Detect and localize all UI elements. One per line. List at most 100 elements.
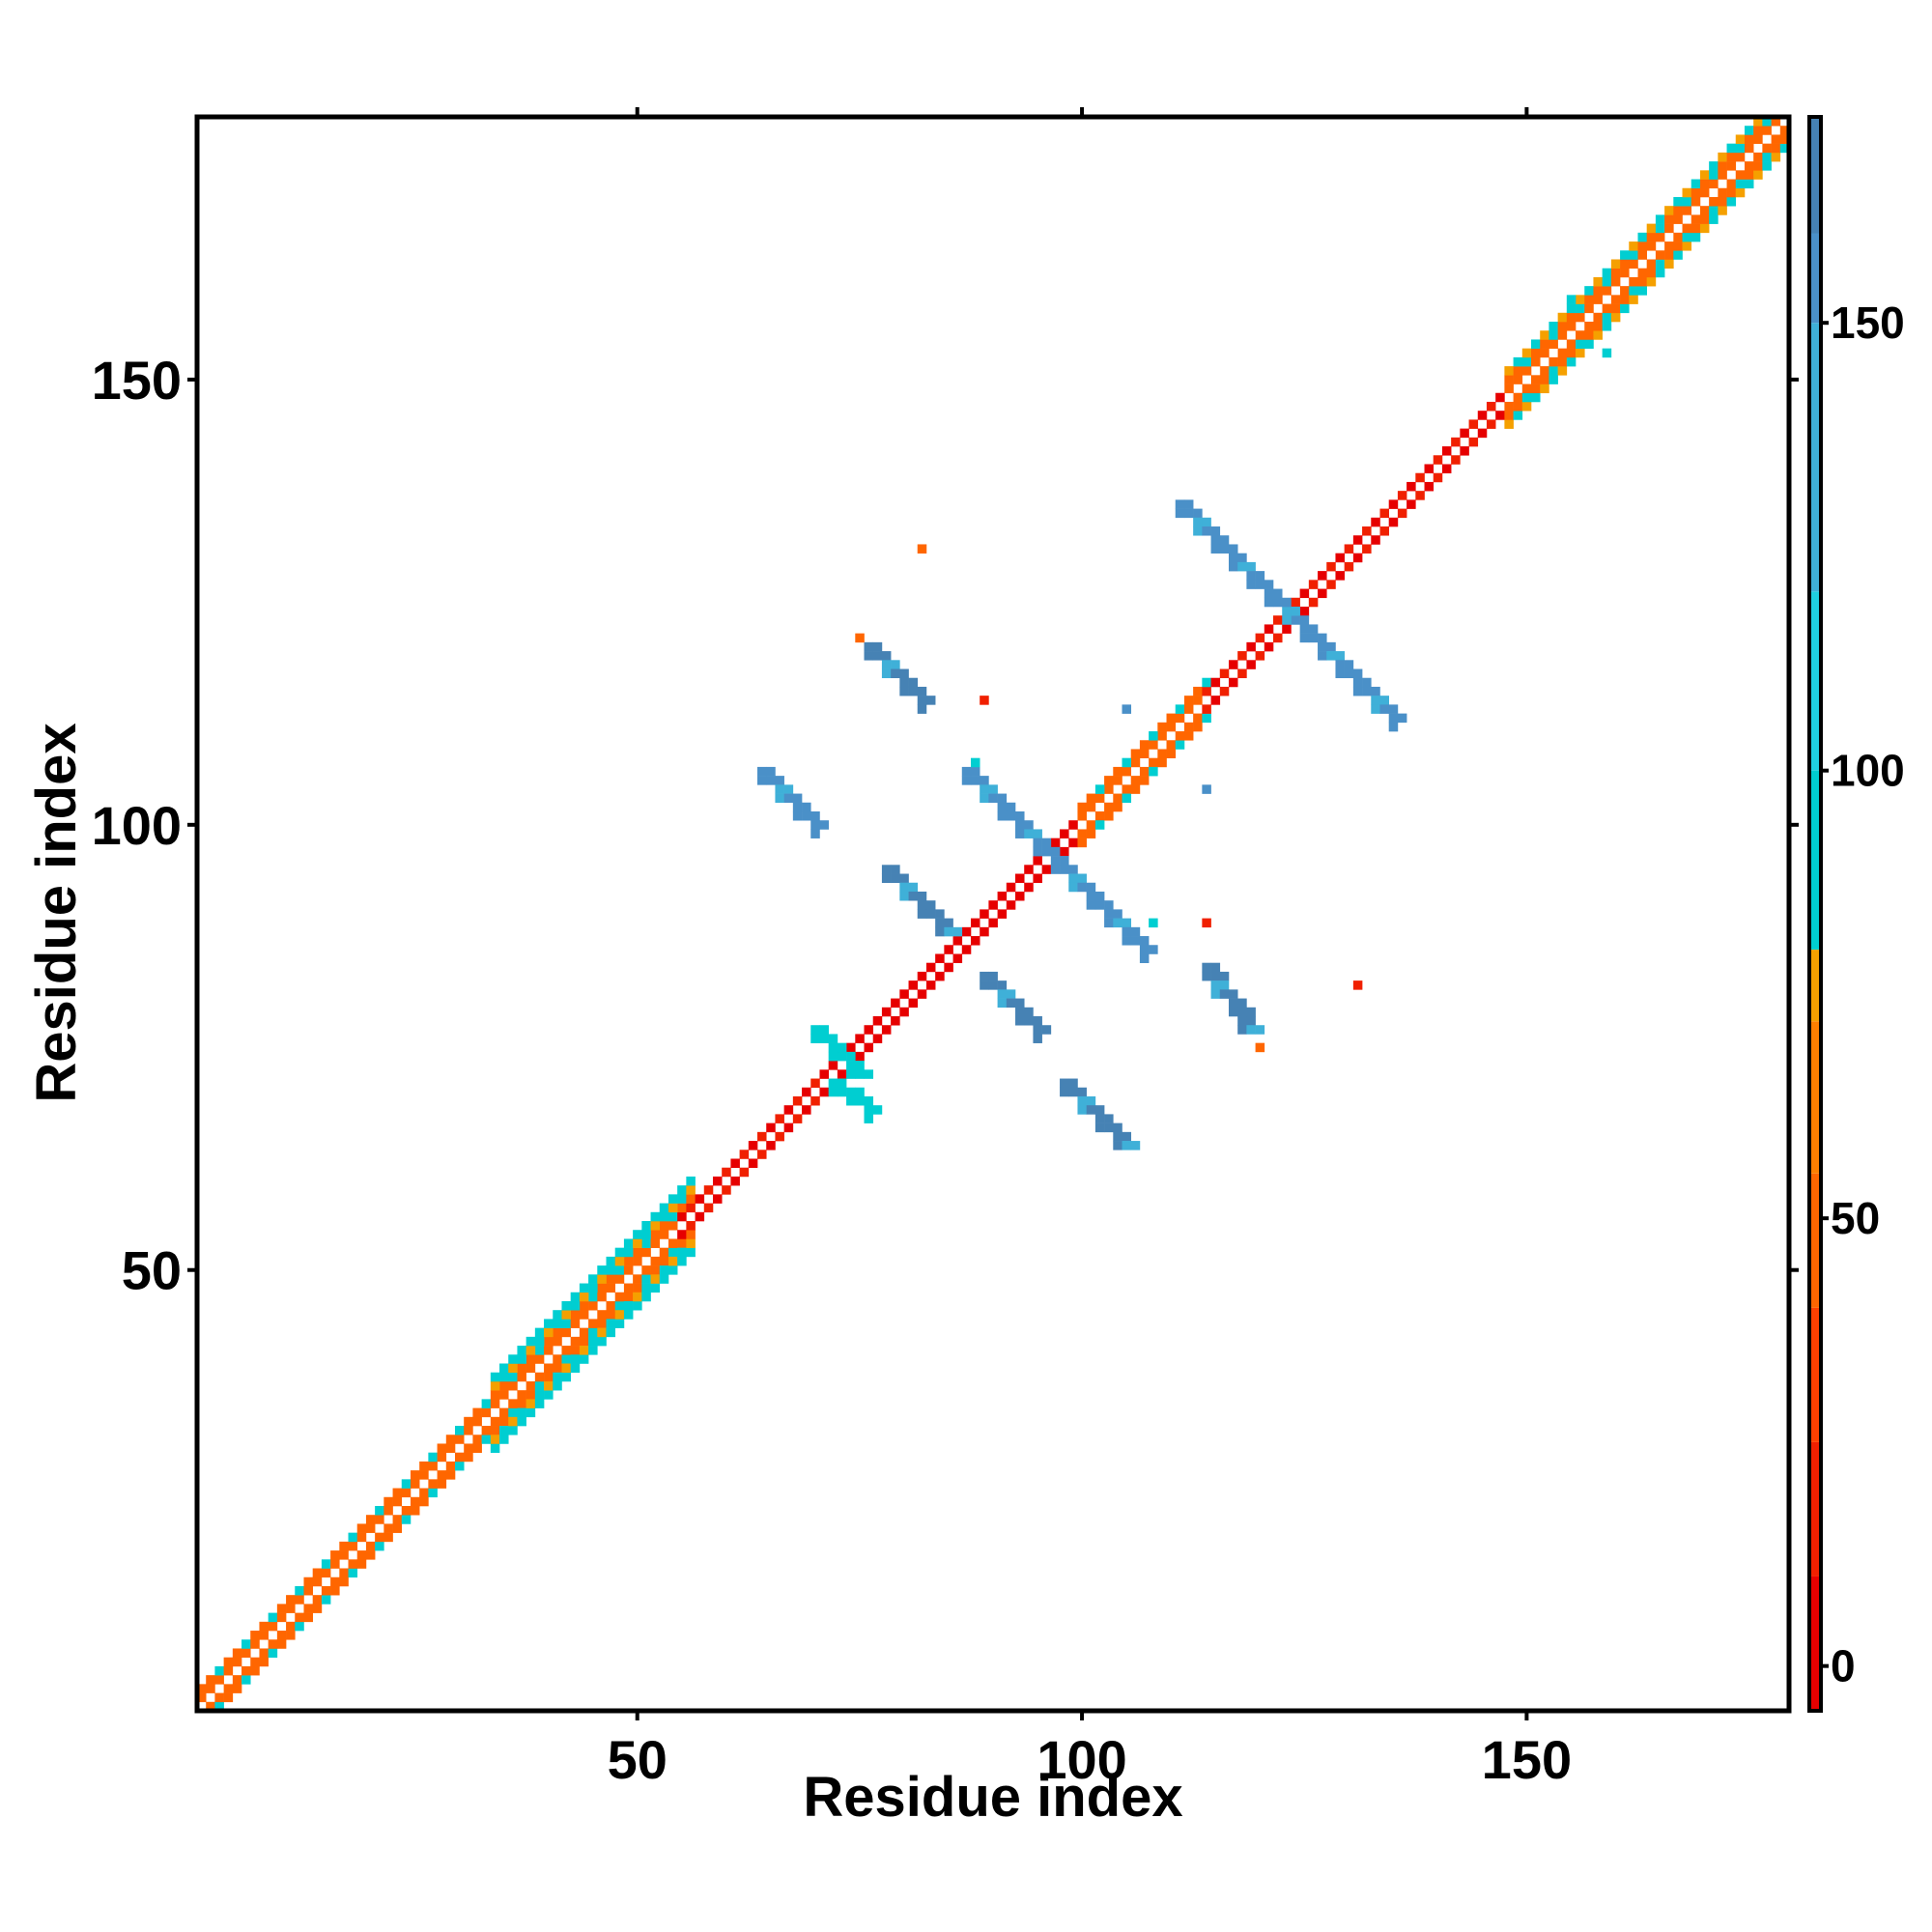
heatmap-cell <box>214 1701 224 1712</box>
heatmap-cell <box>1753 161 1763 171</box>
heatmap-cell <box>1157 722 1167 732</box>
plot-frame <box>194 114 1792 1714</box>
heatmap-cell <box>472 1443 482 1453</box>
heatmap-cell <box>1024 865 1034 874</box>
heatmap-cell <box>1024 829 1034 838</box>
heatmap-cell <box>1183 704 1194 714</box>
heatmap-cell <box>872 1016 883 1026</box>
heatmap-cell <box>1077 810 1087 821</box>
heatmap-cell <box>419 1461 429 1471</box>
heatmap-cell <box>410 1496 420 1507</box>
heatmap-cell <box>1726 187 1737 198</box>
heatmap-cell <box>908 677 919 688</box>
heatmap-cell <box>1094 1105 1105 1115</box>
heatmap-cell <box>1637 286 1647 296</box>
heatmap-cell <box>1513 356 1523 367</box>
heatmap-cell <box>1050 838 1061 848</box>
heatmap-cell <box>588 1336 598 1347</box>
heatmap-cell <box>1690 196 1701 207</box>
heatmap-cell <box>1202 677 1211 688</box>
heatmap-cell <box>846 1069 856 1079</box>
heatmap-cell <box>1709 161 1719 171</box>
heatmap-cell <box>1602 322 1612 331</box>
heatmap-cell <box>1210 989 1221 999</box>
heatmap-cell <box>1664 223 1674 234</box>
heatmap-cell <box>1166 713 1177 724</box>
heatmap-cell <box>641 1230 651 1239</box>
heatmap-cell <box>481 1407 492 1418</box>
heatmap-cell <box>988 918 998 928</box>
heatmap-cell <box>961 776 972 785</box>
heatmap-cell <box>1557 312 1568 323</box>
heatmap-cell <box>730 1158 740 1169</box>
heatmap-cell <box>1646 223 1657 234</box>
heatmap-cell <box>1255 633 1265 643</box>
heatmap-cell <box>1228 561 1238 572</box>
heatmap-cell <box>1362 677 1372 688</box>
heatmap-cell <box>1041 1025 1052 1035</box>
heatmap-cell <box>641 1265 651 1275</box>
y-tick-label: 50 <box>122 1240 182 1301</box>
heatmap-cell <box>1629 242 1638 251</box>
heatmap-cell <box>899 677 909 688</box>
heatmap-cell <box>1557 330 1568 340</box>
heatmap-cell <box>1388 722 1399 732</box>
heatmap-cell <box>899 989 909 999</box>
heatmap-cell <box>321 1595 331 1605</box>
heatmap-cell <box>1094 1114 1105 1123</box>
heatmap-cell <box>1326 651 1336 661</box>
heatmap-cell <box>1718 206 1727 215</box>
heatmap-cell <box>1326 561 1336 572</box>
heatmap-cell <box>1753 117 1763 127</box>
heatmap-cell <box>1246 580 1256 589</box>
heatmap-cell <box>526 1363 536 1374</box>
heatmap-cell <box>633 1300 642 1311</box>
colorbar-segment <box>1809 1173 1821 1308</box>
heatmap-cell <box>597 1327 607 1338</box>
heatmap-cell <box>401 1505 412 1516</box>
heatmap-cell <box>561 1319 571 1328</box>
heatmap-cell <box>1433 472 1443 483</box>
heatmap-cell <box>1548 330 1558 340</box>
heatmap-cell <box>1006 900 1016 910</box>
heatmap-cell <box>1362 526 1372 536</box>
heatmap-cell <box>1237 998 1247 1009</box>
heatmap-cell <box>1610 268 1621 278</box>
heatmap-cell <box>1415 472 1425 483</box>
heatmap-cell <box>1495 392 1505 403</box>
heatmap-cell <box>988 980 998 990</box>
colorbar-tick-label: 0 <box>1831 1641 1856 1691</box>
heatmap-cell <box>1513 401 1523 412</box>
heatmap-cell <box>650 1274 661 1284</box>
heatmap-cell <box>286 1595 296 1605</box>
heatmap-cell <box>1183 499 1194 509</box>
heatmap-cell <box>330 1585 340 1596</box>
heatmap-cell <box>1540 339 1549 349</box>
y-tick-label: 150 <box>92 350 182 411</box>
heatmap-cell <box>570 1292 581 1302</box>
heatmap-cell <box>445 1470 456 1480</box>
heatmap-cell <box>677 1203 687 1213</box>
heatmap-cell <box>561 1346 571 1355</box>
heatmap-cell <box>1513 411 1523 420</box>
heatmap-cell <box>428 1461 438 1471</box>
heatmap-cell <box>250 1639 260 1649</box>
heatmap-cell <box>1495 411 1505 420</box>
heatmap-cell <box>1122 784 1132 794</box>
heatmap-cell <box>1718 152 1727 162</box>
heatmap-cell <box>1077 829 1087 838</box>
heatmap-cell <box>1050 856 1061 866</box>
heatmap-cell <box>1726 161 1737 171</box>
heatmap-cell <box>1753 126 1763 135</box>
heatmap-cell <box>242 1639 251 1649</box>
heatmap-cell <box>1166 749 1177 758</box>
heatmap-cell <box>1673 206 1683 215</box>
heatmap-cell <box>481 1435 492 1444</box>
heatmap-cell <box>944 918 953 928</box>
heatmap-cell <box>330 1577 340 1587</box>
heatmap-cell <box>1113 1122 1122 1133</box>
heatmap-cell <box>1130 936 1141 946</box>
heatmap-cell <box>1202 962 1211 973</box>
heatmap-cell <box>242 1675 251 1685</box>
heatmap-cell <box>1228 998 1238 1009</box>
